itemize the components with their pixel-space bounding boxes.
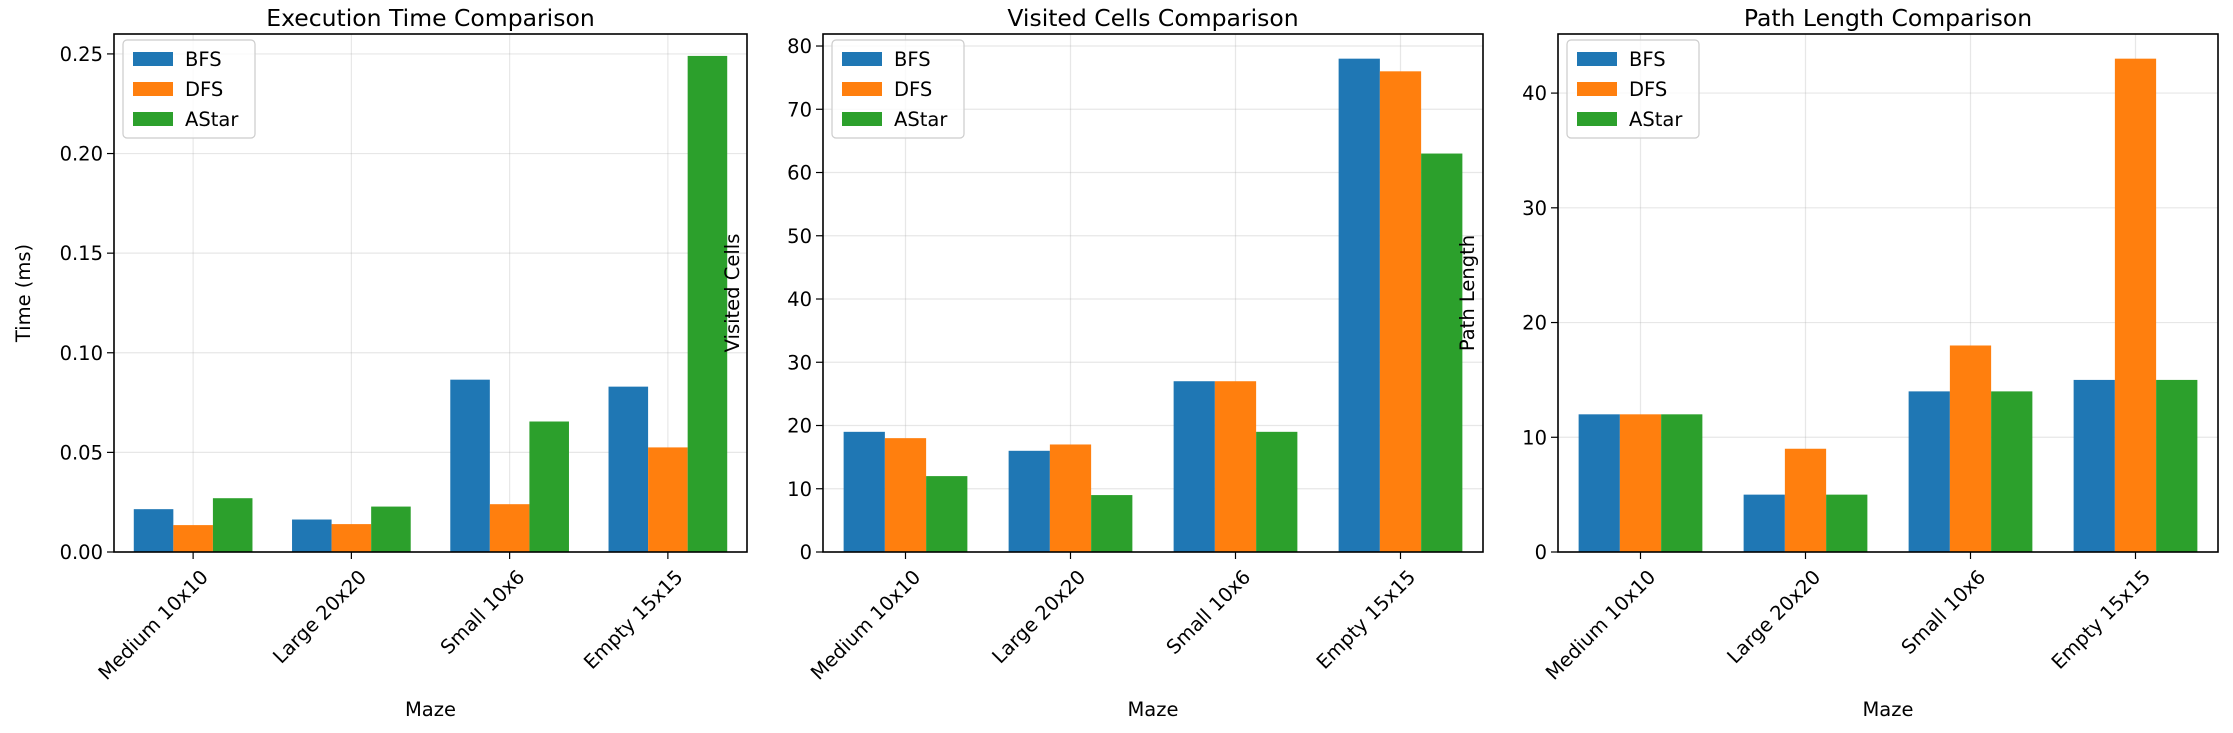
y-tick-label: 70 <box>787 98 812 121</box>
bar <box>1421 153 1463 553</box>
y-tick-label: 30 <box>787 351 812 374</box>
bar <box>173 525 213 552</box>
bar <box>2156 379 2198 552</box>
legend-label: BFS <box>894 48 931 71</box>
legend: BFS DFS AStar <box>831 39 965 139</box>
bar <box>1379 71 1422 553</box>
y-tick-label: 40 <box>1522 82 1547 105</box>
x-axis-label: Maze <box>1127 698 1178 721</box>
bar <box>489 504 530 552</box>
bar <box>1949 345 1992 552</box>
bar <box>843 431 885 552</box>
y-tick-label: 80 <box>787 35 812 58</box>
y-tick-label: 0.25 <box>60 43 103 66</box>
axes-frame <box>1557 33 2219 553</box>
y-tick-label: 30 <box>1522 197 1547 220</box>
chart-title: Path Length Comparison <box>1744 4 2032 32</box>
legend-swatch <box>1577 82 1617 96</box>
bar <box>450 379 490 552</box>
bar <box>1173 381 1215 552</box>
bar <box>926 476 968 552</box>
legend-label: DFS <box>185 78 223 101</box>
bar <box>1256 431 1298 552</box>
bar <box>133 509 174 552</box>
bar <box>884 438 927 552</box>
y-tick-label: 60 <box>787 162 812 185</box>
axes-frame <box>822 33 1484 553</box>
y-tick-label: 10 <box>1522 426 1547 449</box>
legend-label: BFS <box>1629 48 1666 71</box>
bar <box>648 447 688 552</box>
y-tick-label: 0.05 <box>60 441 103 464</box>
bar <box>1091 495 1133 552</box>
x-axis-label: Maze <box>1862 698 1913 721</box>
bar <box>1214 381 1257 552</box>
legend: BFS DFS AStar <box>1566 39 1700 139</box>
y-tick-label: 0 <box>1535 541 1547 564</box>
bar <box>1991 391 2033 552</box>
legend-label: AStar <box>1629 108 1683 131</box>
y-axis-label: Visited Cells <box>721 234 744 353</box>
y-tick-label: 0.10 <box>60 342 103 365</box>
bar <box>608 386 649 552</box>
legend: BFS DFS AStar <box>122 39 256 139</box>
legend-swatch <box>842 52 882 66</box>
y-tick-label: 0 <box>800 541 812 564</box>
x-axis-label: Maze <box>405 698 456 721</box>
bar <box>1049 444 1092 552</box>
legend-label: BFS <box>185 48 222 71</box>
legend-label: AStar <box>894 108 948 131</box>
bar <box>292 519 332 552</box>
bar <box>212 498 253 552</box>
bar <box>1908 391 1950 552</box>
bar <box>1661 414 1703 552</box>
legend-label: AStar <box>185 108 239 131</box>
y-tick-label: 0.15 <box>60 242 103 265</box>
legend-swatch <box>842 112 882 126</box>
bar <box>687 55 728 553</box>
bar <box>529 421 569 552</box>
chart-title: Visited Cells Comparison <box>1007 4 1298 32</box>
y-tick-label: 0.20 <box>60 143 103 166</box>
chart-title: Execution Time Comparison <box>266 4 594 32</box>
y-tick-label: 10 <box>787 478 812 501</box>
y-axis-label: Time (ms) <box>12 244 35 343</box>
bar <box>1008 450 1050 552</box>
bar <box>371 506 411 552</box>
legend-swatch <box>133 52 173 66</box>
bar <box>331 524 372 552</box>
y-tick-label: 40 <box>787 288 812 311</box>
bar <box>1784 448 1827 552</box>
y-tick-label: 50 <box>787 225 812 248</box>
bar <box>1619 414 1662 552</box>
y-axis-label: Path Length <box>1456 235 1479 351</box>
y-tick-label: 20 <box>1522 312 1547 335</box>
legend-swatch <box>133 82 173 96</box>
y-tick-label: 0.00 <box>60 541 103 564</box>
bar <box>1743 494 1785 552</box>
bar <box>2073 379 2115 552</box>
legend-swatch <box>133 112 173 126</box>
bar <box>1338 58 1380 553</box>
bar <box>1826 494 1868 552</box>
legend-swatch <box>842 82 882 96</box>
bar <box>2114 58 2157 553</box>
legend-swatch <box>1577 112 1617 126</box>
axes-frame <box>113 33 748 553</box>
legend-label: DFS <box>1629 78 1667 101</box>
bar <box>1578 414 1620 552</box>
y-tick-label: 20 <box>787 415 812 438</box>
legend-swatch <box>1577 52 1617 66</box>
legend-label: DFS <box>894 78 932 101</box>
